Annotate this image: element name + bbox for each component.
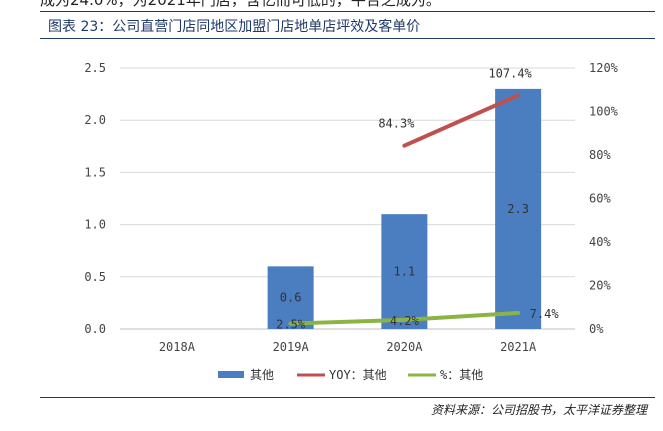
share-line — [288, 310, 521, 326]
source-note: 资料来源：公司招股书，太平洋证券整理 — [430, 403, 647, 417]
legend-swatch-bar — [218, 371, 244, 378]
y-right-tick-label: 60% — [589, 192, 611, 206]
y-right-tick-label: 0% — [589, 322, 604, 336]
legend-label-bar: 其他 — [250, 368, 274, 382]
y-left-tick-label: 2.5 — [84, 61, 106, 75]
legend-label-yoy: YOY：其他 — [329, 368, 387, 382]
y-left-tick-label: 1.0 — [84, 218, 106, 232]
x-tick-label: 2019A — [273, 340, 310, 354]
y-left-tick-label: 0.5 — [84, 270, 106, 284]
yoy-data-label: 84.3% — [378, 117, 415, 131]
bar-data-label: 0.6 — [280, 291, 302, 305]
bar — [495, 88, 542, 329]
y-left-tick-label: 2.0 — [84, 113, 106, 127]
y-right-tick-label: 40% — [589, 235, 611, 249]
share-data-label: 2.5% — [276, 318, 306, 332]
bar-data-label: 2.3 — [507, 202, 529, 216]
y-right-tick-label: 80% — [589, 148, 611, 162]
yoy-data-label: 107.4% — [488, 66, 532, 80]
y-right-tick-label: 20% — [589, 279, 611, 293]
bar — [381, 214, 428, 329]
footer-divider — [40, 397, 655, 398]
share-data-label: 4.2% — [390, 314, 420, 328]
x-tick-label: 2018A — [159, 340, 196, 354]
bar — [267, 266, 314, 329]
share-data-label: 7.4% — [530, 307, 560, 321]
cut-off-header-text: 成为24.0%，为2021年门店，含亿而可低的，平合之成为。 — [0, 0, 663, 9]
x-tick-label: 2020A — [386, 340, 423, 354]
cut-off-header-line: 成为24.0%，为2021年门店，含亿而可低的，平合之成为。 — [40, 0, 441, 9]
chart-title-bar: 图表 23：公司直营门店同地区加盟门店地单店坪效及客单价 — [40, 11, 655, 39]
x-tick-label: 2021A — [500, 340, 537, 354]
y-left-tick-label: 1.5 — [84, 165, 106, 179]
y-right-tick-label: 100% — [589, 105, 619, 119]
y-left-tick-label: 0.0 — [84, 322, 106, 336]
yoy-line — [402, 93, 521, 148]
bar-data-label: 1.1 — [394, 265, 416, 279]
y-right-tick-label: 120% — [589, 61, 619, 75]
chart-title: 图表 23：公司直营门店同地区加盟门店地单店坪效及客单价 — [48, 19, 421, 35]
legend-label-share: %：其他 — [440, 368, 483, 382]
